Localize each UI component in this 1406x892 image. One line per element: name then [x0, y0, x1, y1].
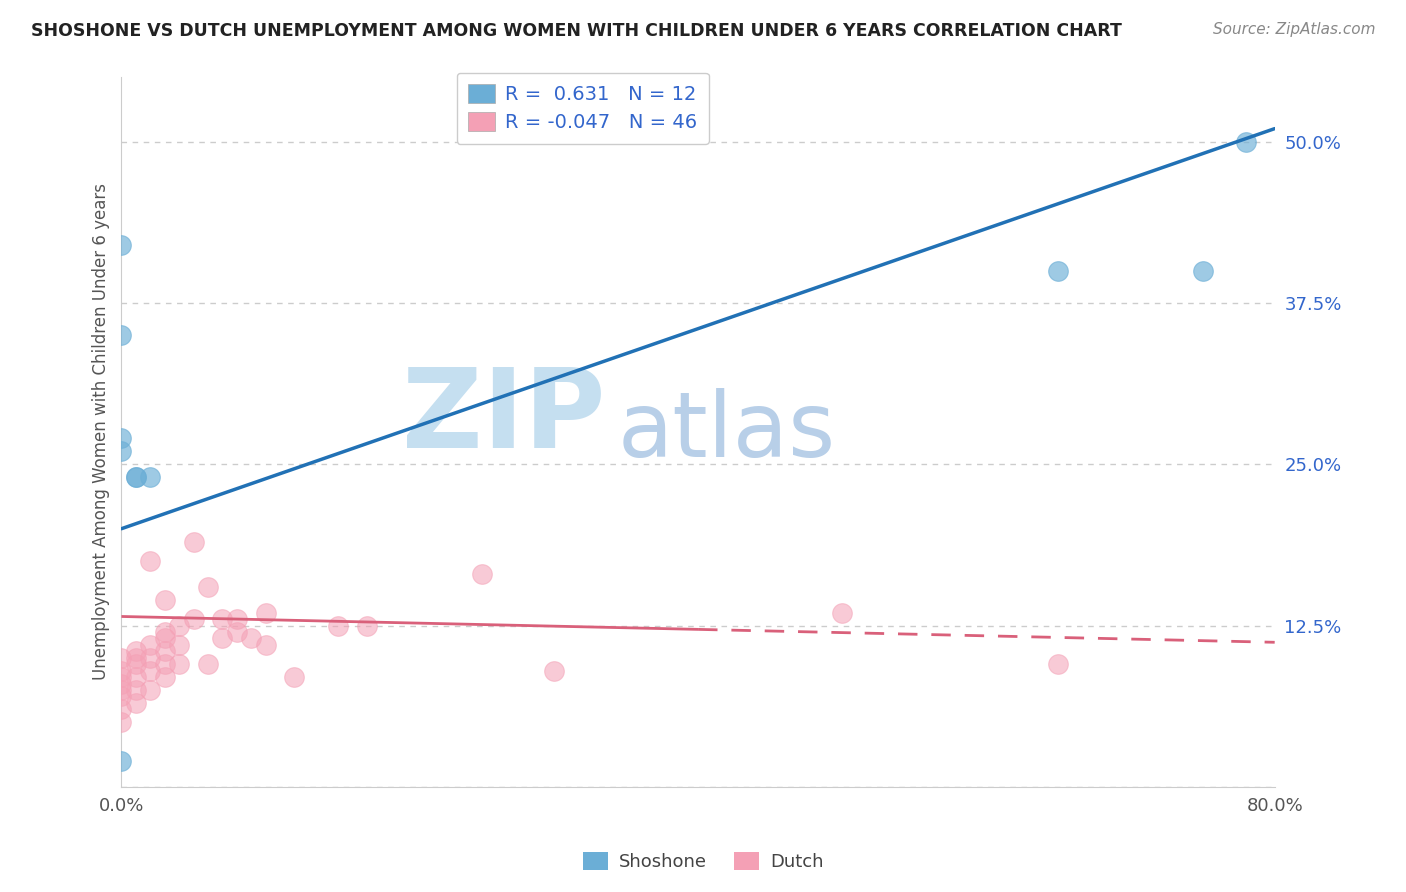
Point	[110, 702, 132, 716]
Point	[167, 657, 190, 672]
Point	[110, 690, 132, 704]
Point	[125, 644, 148, 658]
Text: SHOSHONE VS DUTCH UNEMPLOYMENT AMONG WOMEN WITH CHILDREN UNDER 6 YEARS CORRELATI: SHOSHONE VS DUTCH UNEMPLOYMENT AMONG WOM…	[31, 22, 1122, 40]
Point	[125, 657, 148, 672]
Point	[153, 657, 176, 672]
Point	[110, 683, 132, 698]
Point	[139, 470, 162, 484]
Point	[225, 612, 247, 626]
Point	[153, 624, 176, 639]
Point	[110, 754, 132, 768]
Point	[139, 683, 162, 698]
Point	[197, 657, 219, 672]
Point	[1191, 263, 1213, 277]
Point	[125, 683, 148, 698]
Point	[125, 696, 148, 710]
Point	[167, 618, 190, 632]
Point	[153, 644, 176, 658]
Legend: Shoshone, Dutch: Shoshone, Dutch	[575, 846, 831, 879]
Point	[110, 431, 132, 445]
Point	[110, 444, 132, 458]
Point	[225, 624, 247, 639]
Point	[125, 650, 148, 665]
Point	[183, 534, 205, 549]
Point	[139, 664, 162, 678]
Point	[240, 632, 263, 646]
Y-axis label: Unemployment Among Women with Children Under 6 years: Unemployment Among Women with Children U…	[93, 184, 110, 681]
Point	[153, 592, 176, 607]
Point	[1234, 135, 1257, 149]
Point	[153, 670, 176, 684]
Point	[110, 650, 132, 665]
Point	[139, 650, 162, 665]
Point	[183, 612, 205, 626]
Point	[167, 638, 190, 652]
Point	[254, 606, 277, 620]
Point	[125, 470, 148, 484]
Point	[283, 670, 305, 684]
Point	[211, 612, 233, 626]
Text: atlas: atlas	[617, 388, 835, 476]
Point	[110, 670, 132, 684]
Point	[110, 676, 132, 690]
Legend: R =  0.631   N = 12, R = -0.047   N = 46: R = 0.631 N = 12, R = -0.047 N = 46	[457, 72, 709, 144]
Point	[1047, 657, 1070, 672]
Point	[139, 638, 162, 652]
Point	[110, 237, 132, 252]
Point	[125, 670, 148, 684]
Point	[254, 638, 277, 652]
Point	[326, 618, 349, 632]
Text: Source: ZipAtlas.com: Source: ZipAtlas.com	[1212, 22, 1375, 37]
Point	[543, 664, 565, 678]
Text: ZIP: ZIP	[402, 364, 606, 471]
Point	[831, 606, 853, 620]
Point	[110, 664, 132, 678]
Point	[356, 618, 378, 632]
Point	[1047, 263, 1070, 277]
Point	[197, 580, 219, 594]
Point	[211, 632, 233, 646]
Point	[139, 554, 162, 568]
Point	[110, 715, 132, 730]
Point	[153, 632, 176, 646]
Point	[125, 470, 148, 484]
Point	[110, 328, 132, 343]
Point	[471, 566, 494, 581]
